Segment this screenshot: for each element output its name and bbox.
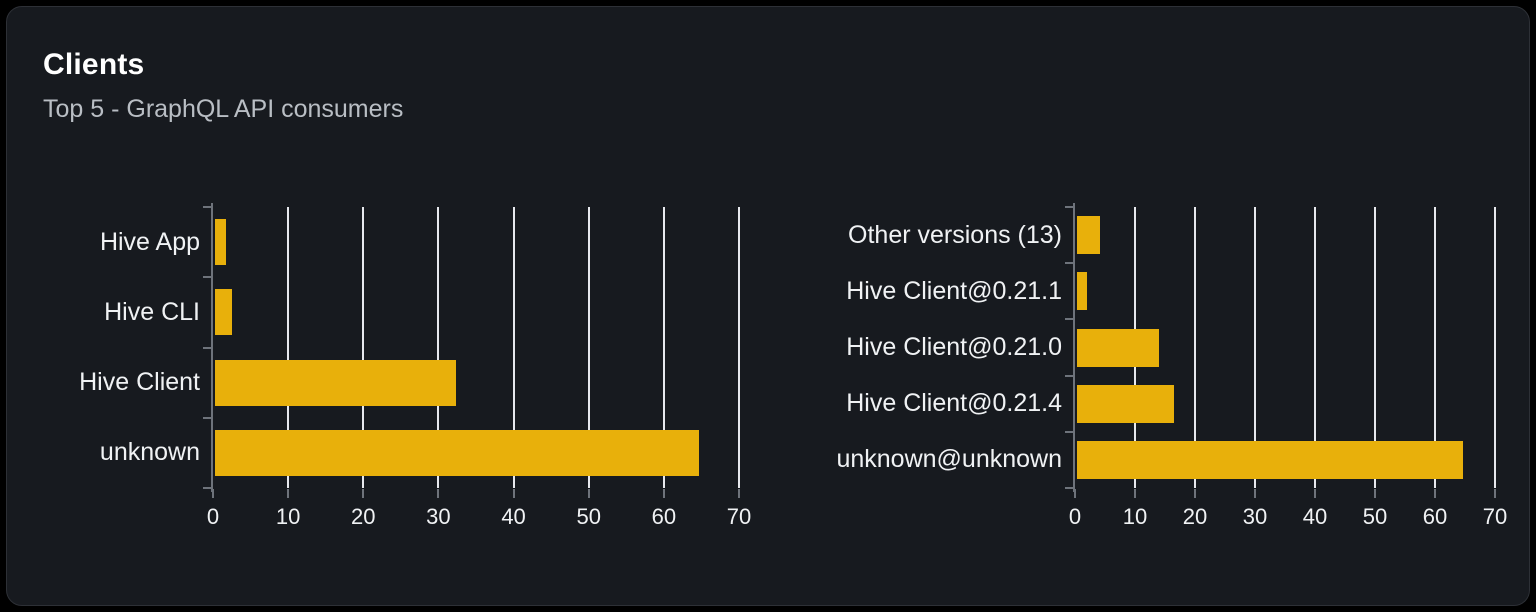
x-tick-label: 40 [1302,504,1328,529]
x-tick-label: 60 [651,504,677,529]
x-axis-tick [1434,489,1436,498]
y-axis-tick [203,487,212,489]
x-tick-label: 70 [726,504,752,529]
gridline [1313,207,1316,488]
x-tick-label: 10 [275,504,301,529]
bar[interactable] [215,359,457,406]
panel-subtitle: Top 5 - GraphQL API consumers [43,95,404,123]
bar[interactable] [215,219,226,266]
clients-bar-chart: 0 10 20 30 40 50 60 70 Hive App Hive CLI Hive Clie… [79,203,751,529]
x-tick-label: 10 [1122,504,1148,529]
y-axis-tick [203,416,212,419]
gridline [738,207,740,488]
x-axis-tick [1254,489,1256,498]
gridline [1193,207,1196,488]
x-axis-tick [662,489,665,498]
gridline [512,207,515,488]
y-axis-tick [1065,487,1074,489]
x-tick-label: 50 [1362,504,1388,529]
gridline [1374,207,1376,488]
x-axis-tick [1133,489,1136,498]
bar[interactable] [1077,328,1159,367]
category-label: Hive Client@0.21.1 [846,276,1062,305]
category-label: Hive Client@0.21.4 [846,389,1062,418]
bar[interactable] [1077,440,1464,479]
x-axis-tick [1374,489,1376,498]
gridline [287,207,290,488]
x-tick-label: 40 [501,504,526,529]
gridline [437,207,440,488]
x-axis-tick [1313,489,1316,498]
gridline [662,207,665,488]
bar[interactable] [215,289,232,336]
gridline [362,207,365,488]
clients-card [6,6,1530,606]
x-axis-tick [212,489,214,498]
y-axis-tick [1065,430,1074,433]
y-axis-tick [1065,206,1074,208]
x-axis-tick [1193,489,1196,498]
x-tick-label: 20 [1182,504,1208,529]
category-label: Hive CLI [104,297,200,326]
panel-title: Clients [43,48,145,81]
x-axis-tick [437,489,440,498]
bar[interactable] [1077,216,1100,255]
x-tick-label: 70 [1482,504,1508,529]
x-tick-label: 30 [426,504,451,529]
x-axis-tick [738,489,740,498]
y-axis-line [1073,203,1075,492]
client-versions-bar-chart: 0 10 20 30 40 50 60 70 Other versions (13) Hive C… [836,203,1507,529]
bar[interactable] [1077,384,1175,423]
x-axis-tick [362,489,365,498]
x-axis-tick [1074,489,1076,498]
y-axis-tick [203,206,212,208]
x-axis-tick [287,489,290,498]
y-axis-line [211,203,213,492]
category-label: unknown [99,438,200,467]
gridline [1494,207,1496,488]
y-axis-tick [1065,318,1074,321]
x-axis-tick [512,489,515,498]
x-tick-label: 60 [1422,504,1448,529]
gridline [1434,207,1436,488]
y-axis-tick [1065,262,1074,265]
category-label: Hive App [99,227,200,256]
bar[interactable] [1077,272,1087,311]
y-axis-tick [203,346,212,349]
x-axis-tick [1494,489,1496,498]
bar[interactable] [215,429,699,476]
x-tick-label: 0 [206,504,220,529]
x-axis-tick [587,489,590,498]
gridline [587,207,590,488]
x-tick-label: 30 [1242,504,1268,529]
category-label: Hive Client@0.21.0 [846,332,1062,361]
category-label: Hive Client [79,368,200,397]
x-tick-label: 20 [351,504,376,529]
x-tick-label: 0 [1068,504,1082,529]
x-tick-label: 50 [576,504,601,529]
category-label: Other versions (13) [848,220,1062,249]
category-label: unknown@unknown [836,445,1062,474]
y-axis-tick [203,276,212,279]
y-axis-tick [1065,374,1074,377]
gridline [1254,207,1256,488]
